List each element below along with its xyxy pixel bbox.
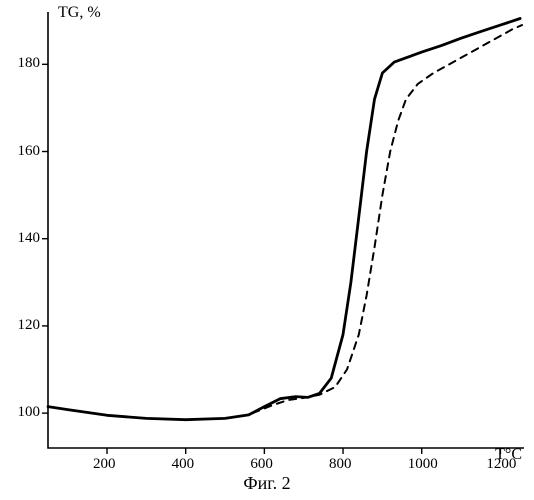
- x-tick-label: 600: [250, 456, 273, 473]
- x-tick-label: 400: [172, 456, 195, 473]
- x-tick-label: 1200: [486, 456, 516, 473]
- y-tick-label: 140: [18, 230, 41, 247]
- plot-svg: [0, 0, 534, 470]
- y-axis-label: TG, %: [58, 4, 101, 22]
- y-tick-label: 180: [18, 55, 41, 72]
- figure-caption: Фиг. 2: [0, 473, 534, 494]
- y-tick-label: 100: [18, 404, 41, 421]
- y-tick-label: 160: [18, 143, 41, 160]
- series-solid: [48, 19, 520, 420]
- x-tick-label: 800: [329, 456, 352, 473]
- y-tick-label: 120: [18, 317, 41, 334]
- x-tick-label: 1000: [408, 456, 438, 473]
- x-tick-label: 200: [93, 456, 116, 473]
- series-dashed: [253, 25, 522, 413]
- chart-container: TG, % T°C 200400600800100012001001201401…: [0, 0, 534, 500]
